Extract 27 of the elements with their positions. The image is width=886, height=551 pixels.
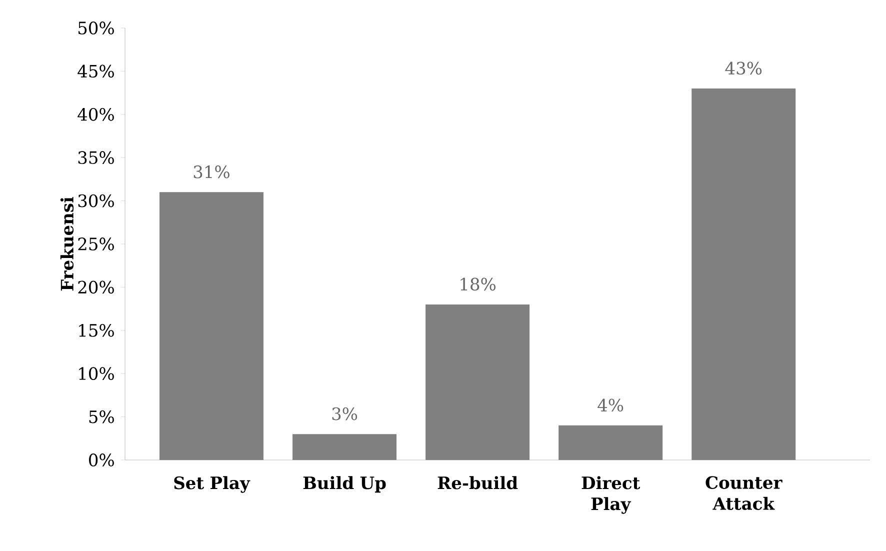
bar (558, 425, 663, 460)
y-tick-label: 35% (78, 151, 114, 164)
y-axis-title: Frekuensi (60, 196, 74, 291)
data-label: 31% (194, 165, 230, 178)
data-label: 3% (332, 407, 358, 420)
y-tick-label: 50% (78, 22, 114, 34)
y-tick-label: 0% (89, 454, 114, 466)
x-tick-label: Set Play (174, 476, 250, 493)
bar (426, 304, 530, 460)
x-tick-label: Direct Play (582, 476, 640, 514)
y-tick-label: 5% (89, 410, 114, 424)
y-tick-label: 20% (78, 280, 114, 294)
x-tick-label: Build Up (303, 476, 386, 493)
y-tick-label: 15% (79, 324, 114, 337)
bar (292, 434, 397, 460)
data-label: 43% (725, 62, 762, 75)
y-tick-label: 30% (78, 194, 114, 208)
data-label: 18% (460, 278, 496, 291)
y-tick-label: 45% (78, 64, 114, 78)
bar (692, 88, 796, 460)
x-tick-label: Counter Attack (706, 476, 782, 510)
data-label: 4% (598, 398, 624, 412)
bar (159, 192, 264, 460)
y-tick-label: 25% (78, 238, 114, 250)
y-tick-label: 10% (79, 367, 114, 380)
x-tick-label: Re-build (438, 476, 518, 490)
y-tick-label: 40% (78, 108, 114, 121)
